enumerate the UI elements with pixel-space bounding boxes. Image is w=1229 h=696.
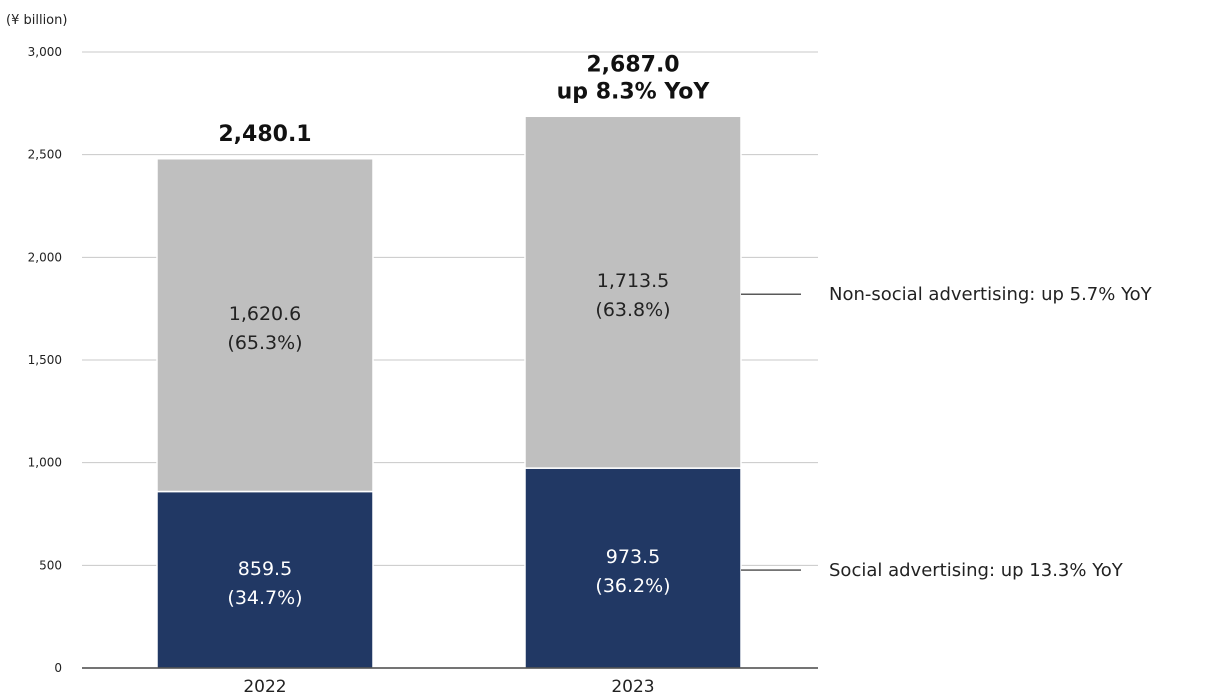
segment-share-label: (36.2%) <box>595 575 670 597</box>
total-label: up 8.3% YoY <box>557 79 711 104</box>
segment-share-label: (34.7%) <box>227 587 302 609</box>
segment-value-label: 859.5 <box>238 558 292 580</box>
segment-labels: 859.5 (34.7%) 1,620.6 (65.3%) 973.5 (36.2%) 1,… <box>227 270 670 609</box>
x-axis-ticks: 2022 2023 <box>243 677 654 696</box>
x-tick-label: 2023 <box>611 677 654 696</box>
legend-label: Non-social advertising: up 5.7% YoY <box>829 284 1153 305</box>
y-tick-label: 0 <box>54 661 62 675</box>
bar-segment <box>524 467 742 669</box>
segment-value-label: 1,620.6 <box>229 303 302 325</box>
y-tick-label: 2,000 <box>28 250 62 264</box>
segment-value-label: 1,713.5 <box>597 270 670 292</box>
segment-share-label: (63.8%) <box>595 299 670 321</box>
y-tick-label: 500 <box>39 558 62 572</box>
y-axis-unit-label: (¥ billion) <box>6 13 67 28</box>
legend: Social advertising: up 13.3% YoY Non-soci… <box>741 284 1153 581</box>
total-label: 2,687.0 <box>586 52 679 77</box>
y-tick-label: 3,000 <box>28 45 62 59</box>
bars <box>156 115 742 669</box>
y-tick-label: 1,500 <box>28 353 62 367</box>
legend-label: Social advertising: up 13.3% YoY <box>829 560 1124 581</box>
total-label: 2,480.1 <box>218 122 311 147</box>
bar-segment <box>156 158 374 493</box>
x-tick-label: 2022 <box>243 677 286 696</box>
segment-value-label: 973.5 <box>606 546 660 568</box>
y-axis-ticks: 0 500 1,000 1,500 2,000 2,500 3,000 <box>28 45 62 675</box>
y-tick-label: 1,000 <box>28 456 62 470</box>
total-labels: 2,480.1 2,687.0up 8.3% YoY <box>218 52 710 146</box>
y-tick-label: 2,500 <box>28 148 62 162</box>
bar-segment <box>524 115 742 469</box>
segment-share-label: (65.3%) <box>227 332 302 354</box>
